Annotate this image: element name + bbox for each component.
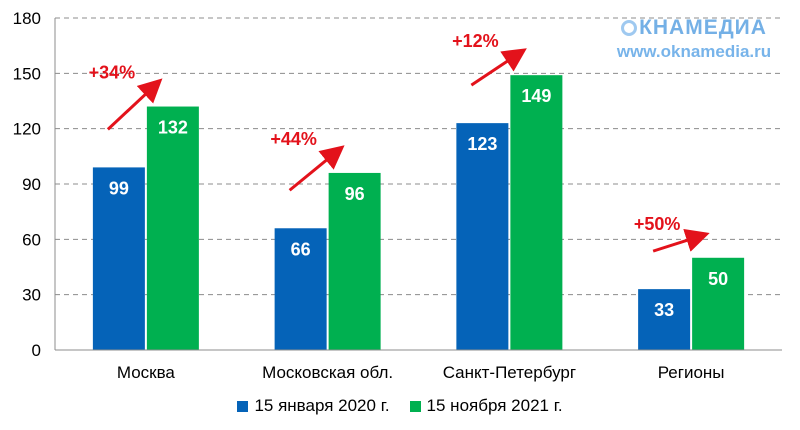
bar-value-label: 50 — [708, 269, 728, 289]
watermark-brand: КНАМЕДИА — [602, 16, 786, 40]
y-tick-label: 150 — [13, 64, 41, 83]
bar-series-2 — [510, 75, 563, 350]
bar-series-2 — [328, 172, 381, 350]
legend-swatch-series-2 — [409, 400, 421, 412]
bar-chart: 99 132 +34% 66 96 +44% 123 149 +12% 33 50 +50% 0 30 6… — [13, 9, 782, 382]
y-tick-label: 0 — [32, 341, 41, 360]
growth-percent-label: +12% — [452, 31, 499, 51]
bar-value-label: 33 — [654, 300, 674, 320]
bar-value-label: 149 — [521, 86, 551, 106]
bar-value-label: 99 — [109, 178, 129, 198]
watermark: КНАМЕДИА www.oknamedia.ru — [602, 16, 786, 62]
legend-item-series-1: 15 января 2020 г. — [237, 396, 390, 416]
bar-series-2 — [146, 106, 199, 351]
bar-series-1 — [274, 228, 327, 350]
growth-arrow — [106, 78, 163, 131]
legend-label-series-2: 15 ноября 2021 г. — [426, 396, 563, 415]
axes: 0 30 60 90 120 150 180 Москва Московская обл. Сан… — [13, 9, 782, 382]
bar-value-label: 132 — [158, 118, 188, 138]
bar-value-label: 96 — [345, 184, 365, 204]
sun-logo-icon — [621, 20, 638, 36]
growth-arrow — [470, 48, 527, 87]
bar-series-1 — [456, 123, 509, 350]
legend-label-series-1: 15 января 2020 г. — [254, 396, 390, 415]
legend-swatch-series-1 — [237, 400, 249, 412]
y-tick-label: 180 — [13, 9, 41, 28]
x-category-label: Санкт-Петербург — [443, 363, 576, 382]
bars: 99 132 +34% 66 96 +44% 123 149 +12% 33 50 +50% — [89, 31, 745, 351]
growth-percent-label: +50% — [634, 214, 681, 234]
growth-percent-label: +34% — [89, 63, 136, 83]
watermark-url: www.oknamedia.ru — [616, 42, 772, 61]
bar-series-2 — [692, 257, 745, 350]
legend-item-series-2: 15 ноября 2021 г. — [409, 396, 563, 416]
y-tick-label: 60 — [22, 230, 41, 249]
bar-value-label: 123 — [467, 134, 497, 154]
x-category-label: Регионы — [658, 363, 725, 382]
bar-series-1 — [638, 289, 691, 350]
y-tick-label: 30 — [22, 286, 41, 305]
x-category-label: Московская обл. — [262, 363, 393, 382]
growth-percent-label: +44% — [270, 129, 317, 149]
legend: 15 января 2020 г. 15 ноября 2021 г. — [0, 396, 800, 416]
y-tick-label: 90 — [22, 175, 41, 194]
bar-value-label: 66 — [291, 239, 311, 259]
growth-arrow — [288, 145, 345, 192]
watermark-brand-text: КНАМЕДИА — [639, 16, 767, 39]
growth-arrow — [652, 228, 710, 253]
y-tick-label: 120 — [13, 120, 41, 139]
x-category-label: Москва — [117, 363, 176, 382]
bar-series-1 — [92, 167, 145, 350]
